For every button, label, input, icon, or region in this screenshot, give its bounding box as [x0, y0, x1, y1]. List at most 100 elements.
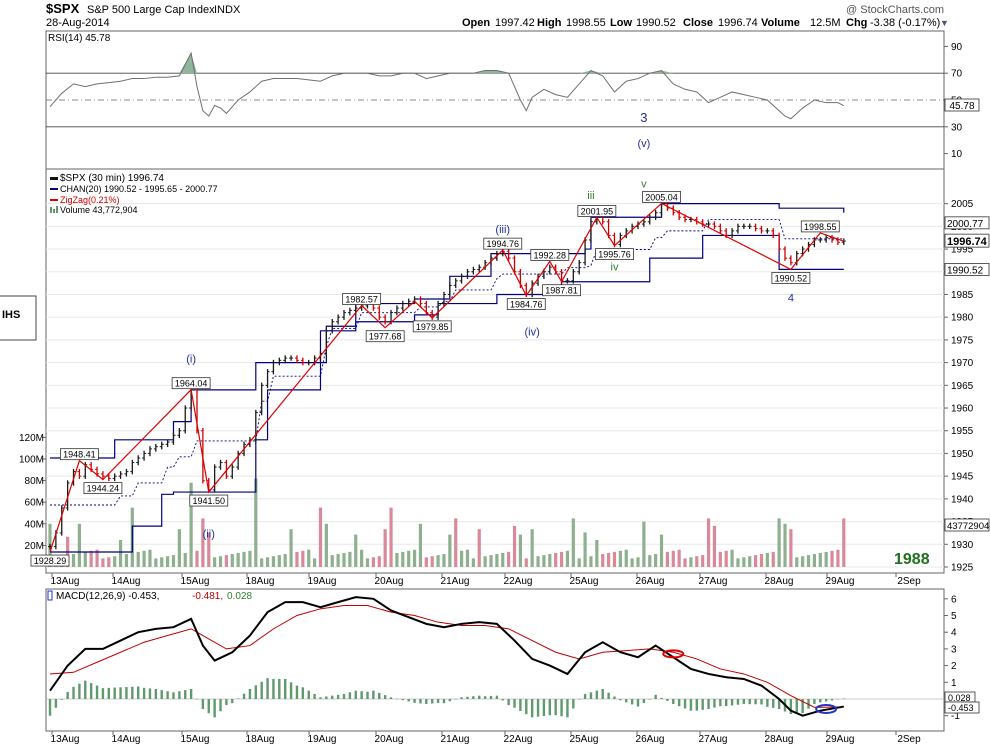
volume-bar — [460, 550, 464, 567]
macd-hist-bar — [372, 690, 375, 699]
macd-hist-bar — [354, 690, 357, 699]
macd-hist-bar — [325, 696, 328, 699]
macd-hist-bar — [301, 687, 305, 699]
y-tick-label: 1975 — [951, 335, 974, 346]
macd-hist-bar — [195, 699, 199, 700]
high-value: 1998.55 — [566, 17, 606, 29]
wave-label: iv — [611, 261, 619, 273]
vol-tick-label: 60M — [25, 498, 44, 509]
ihs-text: IHS — [2, 309, 20, 321]
volume-bar — [83, 551, 87, 567]
volume-bar — [524, 558, 528, 567]
macd-hist-bar — [189, 688, 193, 699]
volume-bar — [283, 554, 287, 567]
volume-bar — [289, 529, 293, 567]
volume-bar — [559, 551, 564, 567]
macd-hist-bar — [719, 699, 722, 707]
zigzag-line — [49, 202, 844, 553]
macd-hist-bar — [807, 699, 810, 709]
x-label: 13Aug — [51, 576, 80, 587]
volume-bar — [424, 557, 428, 567]
rsi-tick-label: 70 — [951, 69, 963, 80]
macd-tick-label: 3 — [951, 644, 957, 655]
volume-bar — [124, 554, 129, 567]
x-label: 26Aug — [636, 734, 665, 744]
price-label: 1987.81 — [545, 286, 578, 296]
macd-hist-bar — [601, 688, 604, 699]
volume-bar — [477, 529, 481, 567]
price-label: 1992.28 — [534, 250, 567, 260]
volume-bar — [530, 529, 534, 567]
macd-hist-bar — [736, 699, 740, 705]
right-label-box — [944, 262, 990, 276]
x-label: 2Sep — [897, 734, 921, 744]
y-tick-label: 1985 — [951, 290, 974, 301]
price-label-box — [771, 271, 811, 284]
macd-legend: MACD(12,26,9) -0.453, -0.481, 0.028 — [47, 590, 252, 602]
volume-bar — [377, 556, 381, 567]
price-label-box — [342, 293, 382, 305]
macd-hist-bar — [225, 699, 228, 706]
volume-bar — [448, 534, 452, 567]
macd-last-macd: -0.453 — [948, 703, 974, 713]
rsi-tick-label: 10 — [951, 149, 963, 160]
macd-hist-bar — [619, 699, 622, 701]
macd-hist-bar — [701, 699, 704, 710]
volume-bar — [383, 529, 387, 567]
legend-volume: Volume 43,772,904 — [60, 205, 138, 215]
volume-bar — [612, 551, 617, 567]
macd-hist-bar — [766, 699, 769, 707]
volume-bar — [565, 550, 570, 567]
vol-tick-label: 20M — [25, 541, 44, 552]
x-label: 20Aug — [375, 576, 404, 587]
volume-bar — [177, 529, 181, 567]
y-tick-label: 1980 — [951, 313, 974, 324]
volume-right-label: 43772904 — [947, 521, 989, 532]
wave-label: (iv) — [525, 326, 540, 338]
macd-hist-bar — [113, 687, 116, 699]
macd-hist-bar — [166, 691, 169, 699]
chg-dropdown-icon[interactable]: ▼ — [940, 18, 949, 28]
rsi-tick-label: 90 — [951, 42, 963, 53]
macd-hist-bar — [378, 692, 381, 699]
volume-bar — [507, 551, 511, 567]
volume-bar — [148, 549, 152, 567]
macd-hist-bar — [125, 687, 128, 699]
macd-hist-bar — [660, 697, 663, 699]
macd-hist-bar — [401, 699, 404, 701]
macd-hist-bar — [119, 687, 122, 699]
chg-label: Chg — [846, 17, 867, 29]
volume-bar — [224, 555, 228, 567]
x-label: 18Aug — [246, 576, 275, 587]
macd-hist-bar — [172, 692, 175, 699]
low-value: 1990.52 — [636, 17, 676, 29]
price-label: 1990.52 — [775, 273, 808, 283]
price-label-box — [30, 554, 70, 567]
volume-bar — [736, 558, 740, 567]
macd-hist-bar — [201, 699, 205, 710]
volume-bar — [254, 478, 258, 567]
volume-bar — [689, 557, 693, 567]
chg-value: -3.38 (-0.17%) — [870, 17, 940, 29]
volume-bar — [101, 558, 105, 567]
volume-bar — [801, 556, 805, 567]
volume-bar — [336, 554, 340, 567]
vol-tick-label: 80M — [25, 476, 44, 487]
x-label: 15Aug — [181, 576, 210, 587]
right-label: 1996.74 — [947, 236, 988, 248]
volume-bar — [371, 557, 375, 567]
high-label: High — [537, 17, 562, 29]
macd-hist-bar — [466, 696, 469, 699]
volume-bar — [395, 552, 399, 567]
wave-label: (iii) — [495, 224, 510, 236]
macd-hist-bar — [689, 699, 693, 711]
macd-hist-bar — [566, 699, 569, 718]
index-name: S&P 500 Large Cap Index — [87, 4, 215, 16]
vol-tick-label: 100M — [19, 455, 44, 466]
volume-bar — [548, 554, 552, 567]
macd-hist-bar — [101, 688, 105, 699]
price-label: 1948.41 — [63, 450, 96, 460]
x-label: 15Aug — [181, 734, 210, 744]
y-tick-label: 1995 — [951, 245, 974, 256]
macd-hist-bar — [560, 699, 563, 717]
